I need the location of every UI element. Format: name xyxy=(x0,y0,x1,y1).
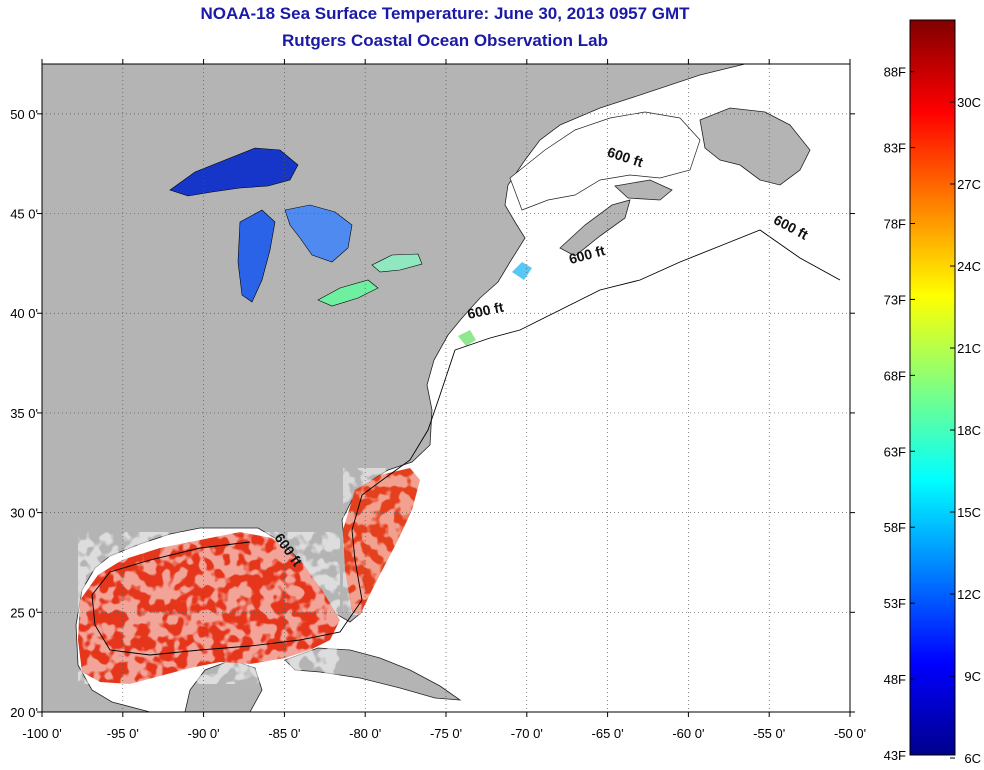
y-tick-label: 45 0' xyxy=(10,207,38,222)
x-tick-label: -95 0' xyxy=(107,726,139,741)
colorbar-f-label: 78F xyxy=(884,216,906,231)
y-tick-label: 20 0' xyxy=(10,705,38,720)
x-tick-label: -75 0' xyxy=(430,726,462,741)
y-tick-label: 25 0' xyxy=(10,605,38,620)
y-tick-label: 40 0' xyxy=(10,306,38,321)
x-tick-label: -50 0' xyxy=(834,726,866,741)
y-tick-label: 35 0' xyxy=(10,406,38,421)
colorbar xyxy=(909,19,956,756)
contour-label: 600 ft xyxy=(466,299,505,322)
x-tick-label: -65 0' xyxy=(592,726,624,741)
y-tick-label: 30 0' xyxy=(10,506,38,521)
sst-gulf-cool-patches xyxy=(78,532,340,684)
colorbar-labels: 88F 83F 78F 73F 68F 63F 58F 53F 48F 43F 30C 27C 24C 2… xyxy=(884,65,981,766)
sst-gulf-stream-gaps xyxy=(343,468,420,615)
x-tick-label: -85 0' xyxy=(268,726,300,741)
land-cuba xyxy=(284,647,462,701)
water-st-lawrence xyxy=(509,111,701,211)
lake-huron xyxy=(284,204,353,263)
y-tick-label: 50 0' xyxy=(10,107,38,122)
map-grid xyxy=(42,64,850,712)
lake-michigan xyxy=(237,209,276,303)
colorbar-c-label: 6C xyxy=(964,751,981,766)
chart-subtitle: Rutgers Coastal Ocean Observation Lab xyxy=(282,31,608,50)
x-tick-label: -100 0' xyxy=(22,726,61,741)
land-pei xyxy=(614,179,673,201)
sst-gulf-of-maine xyxy=(512,262,532,280)
x-tick-label: -90 0' xyxy=(188,726,220,741)
lake-superior xyxy=(169,147,299,197)
map-axes: -100 0' -95 0' -90 0' -85 0' -80 0' -75 0' -70… xyxy=(10,59,866,741)
colorbar-f-label: 43F xyxy=(884,748,906,763)
colorbar-c-label: 30C xyxy=(957,95,981,110)
lake-ontario xyxy=(371,253,423,273)
colorbar-c-label: 12C xyxy=(957,587,981,602)
sst-long-island xyxy=(458,330,476,346)
x-tick-label: -70 0' xyxy=(511,726,543,741)
chart-title: NOAA-18 Sea Surface Temperature: June 30… xyxy=(200,4,690,23)
lake-erie xyxy=(317,279,379,307)
colorbar-f-label: 48F xyxy=(884,672,906,687)
colorbar-f-label: 68F xyxy=(884,368,906,383)
colorbar-c-label: 27C xyxy=(957,177,981,192)
colorbar-c-label: 18C xyxy=(957,423,981,438)
land-central-america xyxy=(184,659,263,712)
depth-contour-600ft xyxy=(91,229,841,656)
colorbar-c-label: 15C xyxy=(957,505,981,520)
colorbar-f-label: 53F xyxy=(884,596,906,611)
colorbar-c-label: 24C xyxy=(957,259,981,274)
colorbar-c-label: 21C xyxy=(957,341,981,356)
colorbar-f-label: 83F xyxy=(884,141,906,156)
colorbar-f-label: 88F xyxy=(884,65,906,80)
x-tick-label: -55 0' xyxy=(753,726,785,741)
colorbar-f-label: 63F xyxy=(884,444,906,459)
colorbar-c-label: 9C xyxy=(964,669,981,684)
land-nova-scotia xyxy=(559,199,631,257)
land-newfoundland xyxy=(699,107,811,186)
colorbar-f-label: 58F xyxy=(884,520,906,535)
x-tick-label: -60 0' xyxy=(672,726,704,741)
colorbar-f-label: 73F xyxy=(884,292,906,307)
x-tick-label: -80 0' xyxy=(349,726,381,741)
